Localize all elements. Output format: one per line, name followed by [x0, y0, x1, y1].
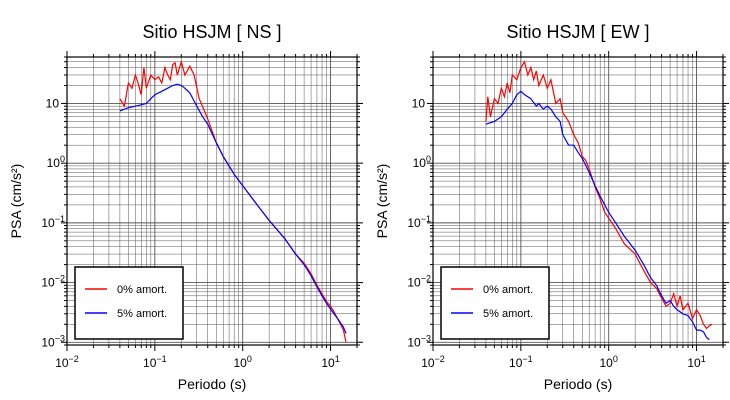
x-tick-label: 101 — [321, 354, 339, 370]
legend-label: 5% amort. — [117, 308, 167, 320]
x-tick-label: 100 — [600, 354, 618, 370]
series-line-undamped — [485, 60, 713, 330]
x-tick-label: 101 — [687, 354, 705, 370]
x-tick-label: 10−1 — [143, 354, 167, 370]
y-tick-label: 100 — [47, 154, 65, 170]
y-tick-label: 100 — [413, 154, 431, 170]
y-tick-label: 10−1 — [41, 214, 65, 230]
x-tick-label: 10−2 — [55, 354, 79, 370]
series-line-undamped — [119, 59, 347, 343]
y-tick-label: 10−1 — [407, 214, 431, 230]
y-tick-label: 10−2 — [407, 274, 431, 290]
chart-title: Sitio HSJM [ EW ] — [506, 22, 649, 42]
x-tick-label: 100 — [234, 354, 252, 370]
chart-panel-2: 10−2 10−1 100 101 10−3 10−2 10−1 100 10 Sitio HSJ… — [374, 22, 729, 392]
legend-label: 5% amort. — [483, 308, 533, 320]
plot-frame — [432, 56, 724, 346]
x-tick-label: 10−1 — [509, 354, 533, 370]
y-axis-label: PSA (cm/s²) — [374, 164, 390, 239]
axis-ticks — [427, 51, 729, 351]
y-tick-label: 10−3 — [41, 333, 65, 349]
chart-panel-1: 10−2 10−1 100 101 10−3 10−2 10−1 100 10 Sitio HSJ… — [8, 22, 363, 392]
x-axis-label: Periodo (s) — [178, 376, 246, 392]
x-tick-label: 10−2 — [421, 354, 445, 370]
y-tick-label: 10 — [412, 96, 426, 110]
legend: 0% amort. 5% amort. — [440, 266, 550, 340]
plot-frame — [66, 56, 358, 346]
legend-box — [74, 266, 184, 340]
y-tick-label: 10−3 — [407, 333, 431, 349]
chart-title: Sitio HSJM [ NS ] — [142, 22, 281, 42]
legend-label: 0% amort. — [117, 284, 167, 296]
series-line-damped — [485, 90, 710, 341]
legend-box — [440, 266, 550, 340]
y-tick-label: 10−2 — [41, 274, 65, 290]
legend: 0% amort. 5% amort. — [74, 266, 184, 340]
axis-ticks — [61, 51, 363, 351]
y-tick-label: 10 — [46, 96, 60, 110]
x-axis-label: Periodo (s) — [544, 376, 612, 392]
legend-label: 0% amort. — [483, 284, 533, 296]
y-axis-label: PSA (cm/s²) — [8, 164, 24, 239]
series-line-damped — [119, 83, 347, 334]
